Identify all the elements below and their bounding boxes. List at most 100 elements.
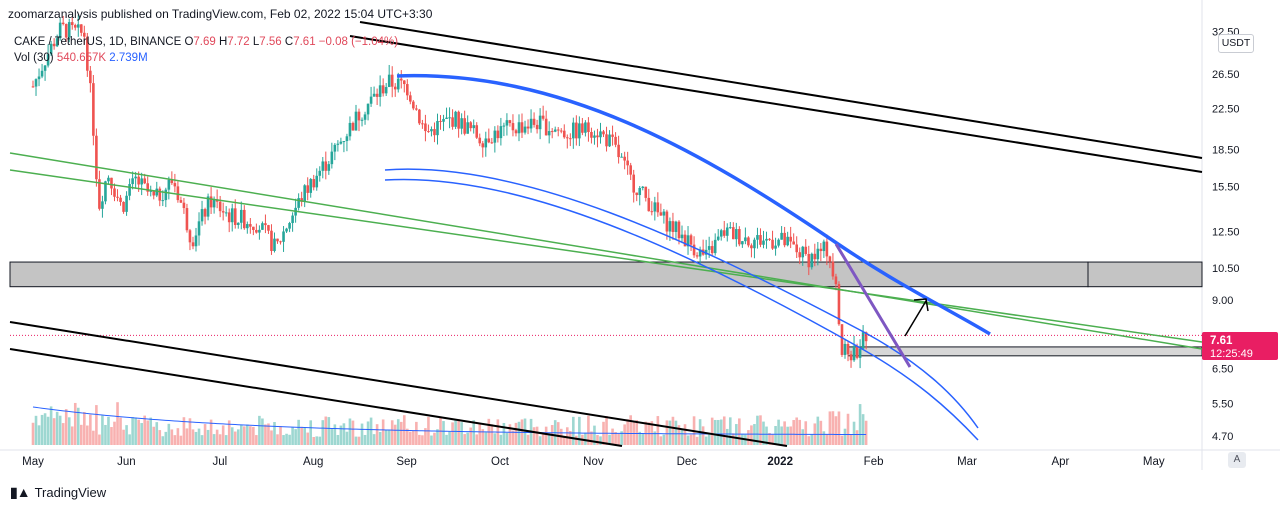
drawing-tools [9,21,1203,447]
volume-bar [677,425,681,445]
volume-bar [58,415,62,445]
candle-body [288,223,291,229]
candle-body [342,141,346,143]
candle-body [448,117,451,119]
volume-bar [532,427,536,445]
volume-bar [668,420,672,445]
volume-bar [336,434,340,445]
candle-body [351,122,355,131]
candle-body [312,179,316,188]
time-tick-label: Apr [1051,456,1069,468]
time-axis[interactable]: May Jun Jul Aug Sep Oct Nov Dec 2022 Feb Mar Apr May [22,456,1165,468]
volume-bar [481,429,485,445]
tradingview-footer[interactable]: ▮▲ TradingView [10,484,106,501]
volume-bar [544,426,548,445]
volume-bar [218,434,222,445]
volume-bar [858,404,862,445]
volume-bar [119,417,122,445]
volume-bar [493,433,497,445]
tradingview-logo-icon: ▮▲ [10,484,31,500]
volume-bar [750,425,753,445]
price-tick-label: 4.70 [1212,431,1233,443]
price-axis[interactable]: 32.5026.5022.5018.5015.5012.5010.509.006… [1212,26,1240,443]
candle-body [73,25,77,28]
candle-body [49,43,53,55]
candle-body [828,256,832,262]
volume-bar [816,416,820,445]
volume-bar [396,419,400,445]
volume-bar [804,421,808,445]
volume-bar [418,434,421,445]
volume-bar [321,420,325,445]
volume-label[interactable]: Vol (30) [14,52,54,64]
candle-body [34,79,38,87]
candle-body [43,65,47,71]
volume-bar [264,424,267,445]
volume-bar [578,416,581,445]
volume-bar [674,420,678,445]
candle-body [526,126,530,129]
volume-bar [747,430,750,445]
volume-bar [810,434,814,445]
candle-body [58,22,62,39]
chart-legend: CAKE / TetherUS, 1D, BINANCE O7.69 H7.72… [14,34,398,66]
volume-bar [535,426,539,445]
candle-body [424,123,427,132]
candle-body [119,197,122,202]
candle-body [409,95,412,102]
symbol-legend-row[interactable]: CAKE / TetherUS, 1D, BINANCE O7.69 H7.72… [14,34,398,50]
candle-body [264,223,267,226]
volume-bar [89,414,92,445]
volume-bar [807,436,811,445]
volume-bar [236,429,240,445]
candle-body [191,242,195,247]
candle-body [614,136,617,145]
symbol-name[interactable]: CAKE / TetherUS, 1D, BINANCE [14,36,182,48]
green-trendline-1 [9,152,1203,350]
volume-bar [638,431,642,445]
volume-bar [252,426,255,445]
volume-bar [460,422,463,445]
candle-body [276,238,279,242]
volume-bar [137,419,140,445]
blue-arc-channel-bottom [384,178,979,441]
currency-button[interactable]: USDT [1218,34,1254,53]
candle-body [300,198,303,202]
candle-body [713,239,717,254]
candle-body [632,174,635,193]
candle-body [629,165,632,175]
candle-body [176,186,180,201]
volume-bar [83,412,86,445]
volume-bar [34,415,38,445]
candle-body [837,284,841,325]
volume-bar [849,434,853,445]
volume-bar [92,430,95,445]
price-tick-label: 18.50 [1212,144,1240,156]
volume-bar [565,427,569,445]
volume-bar [261,418,264,445]
blue-arc-channel-top [384,168,979,429]
volume-legend-row[interactable]: Vol (30) 540.657K 2.739M [14,50,398,66]
candle-body [716,236,720,240]
candle-body [750,245,753,249]
price-tick-label: 6.50 [1212,363,1233,375]
candle-body [819,248,823,252]
volume-bar [756,415,759,445]
candle-body [179,200,183,203]
candle-body [249,224,252,227]
volume-bar [140,423,143,445]
auto-scale-button[interactable]: A [1228,452,1246,468]
volume-bar [475,434,479,445]
low-label: L [252,36,260,48]
volume-bar [255,435,258,445]
volume-bar [221,425,225,445]
candle-body [463,118,466,134]
candle-body [92,83,95,136]
volume-bar [526,434,530,445]
volume-bar [843,428,847,445]
candle-body [496,130,500,139]
candle-body [149,190,153,192]
volume-bar [834,416,838,445]
volume-bar [412,430,415,445]
